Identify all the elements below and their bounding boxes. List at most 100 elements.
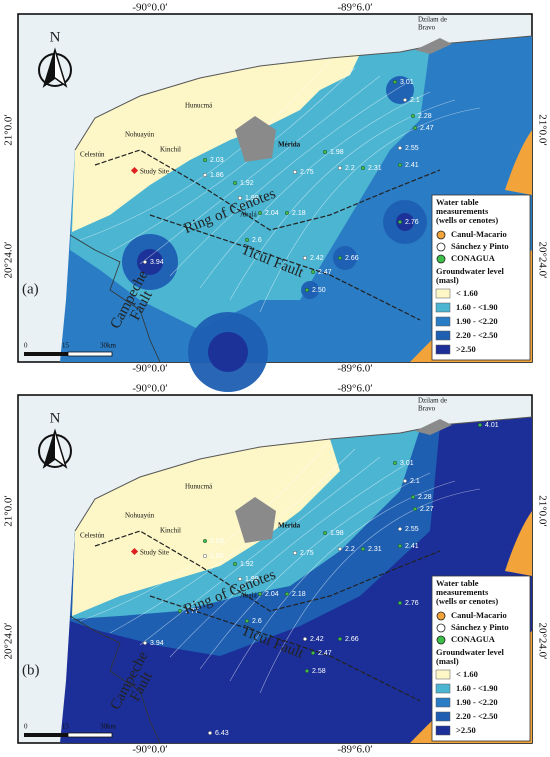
legend-entry: 1.60 - <1.90 (456, 683, 498, 693)
latitude-label: 21°0.0′ (3, 114, 15, 146)
place-label: Mérida (278, 141, 301, 149)
legend-swatch (435, 697, 451, 708)
well-value: 1.77 (185, 608, 199, 615)
place-label: Nohuayún (125, 131, 155, 139)
legend-title: measurements (436, 206, 489, 216)
scale-label: 15 (62, 723, 70, 731)
latitude-label: 21°0.0′ (536, 114, 548, 146)
legend-symbol (436, 242, 446, 252)
state-border (69, 615, 161, 744)
longitude-label: -90°0.0′ (132, 383, 167, 395)
well-value: 2.75 (300, 550, 314, 557)
scale-bar (24, 352, 68, 356)
level-ring (208, 332, 248, 372)
legend-title: (wells or cenotes) (436, 596, 498, 606)
contour-line (199, 472, 431, 670)
well-value: 2.47 (318, 269, 332, 276)
contour-line (169, 83, 406, 277)
well-point (303, 256, 308, 261)
well-value: 2.55 (405, 145, 419, 152)
contour-line (259, 488, 481, 694)
legend-swatch (435, 683, 451, 694)
study-site-marker (130, 547, 139, 556)
well-point (398, 145, 403, 150)
well-point (311, 651, 316, 656)
well-value: 3.01 (400, 79, 414, 86)
level-ring (137, 249, 163, 275)
well-point (403, 97, 408, 102)
place-label: Celestún (80, 151, 105, 159)
legend-title: (wells or cenotes) (436, 215, 498, 225)
well-point (323, 530, 328, 535)
well-value: 2.03 (210, 157, 224, 164)
ticul-fault (149, 214, 421, 321)
well-value: 2.18 (292, 210, 306, 217)
well-value: 2.66 (345, 255, 359, 262)
well-point (361, 546, 366, 551)
legend-symbol (436, 635, 446, 645)
place-label: Dzilam de (418, 16, 447, 24)
well-point (323, 149, 328, 154)
contour-line (169, 464, 406, 658)
well-point (202, 157, 207, 162)
well-point (232, 180, 237, 185)
well-point (478, 423, 483, 428)
map-panel: 3.94 2.76 2.66 2.42 2.47 2.50 2.2 2.31 2.41 2.55 2… (3, 2, 548, 392)
legend-entry: Canul-Macario (451, 610, 507, 620)
well-value: 1.99 (245, 576, 259, 583)
scale-label: 0 (24, 723, 28, 731)
well-value: 1.98 (330, 530, 344, 537)
state-area (505, 511, 532, 576)
legend-entry: Sánchez y Pinto (451, 622, 509, 632)
longitude-label: -89°6.0′ (337, 2, 372, 14)
well-value: 2.2 (345, 165, 355, 172)
place-label: Abalá (240, 592, 258, 600)
longitude-label: -90°0.0′ (132, 2, 167, 14)
ring-of-cenotes (94, 149, 441, 231)
well-point (244, 618, 249, 623)
well-point (177, 608, 182, 613)
level-ring (301, 281, 319, 299)
contour-line (259, 107, 481, 313)
contour-line (109, 448, 356, 634)
well-point (207, 731, 212, 736)
well-value: 2.31 (368, 546, 382, 553)
longitude-label: -89°6.0′ (337, 383, 372, 395)
longitude-label: -89°6.0′ (337, 744, 372, 756)
legend-entry: >2.50 (456, 725, 476, 735)
legend-entry: < 1.60 (456, 288, 478, 298)
study-site-marker (130, 166, 139, 175)
well-point (403, 478, 408, 483)
merida-urban (235, 497, 276, 543)
place-label: Kinchil (160, 527, 181, 535)
well-value: 2.58 (312, 668, 326, 675)
well-value: 1.86 (210, 553, 224, 560)
well-point (258, 210, 263, 215)
ring-of-cenotes (94, 530, 441, 612)
scale-bar (67, 732, 113, 738)
well-value: 2.1 (410, 97, 420, 104)
place-label: Bravo (418, 24, 436, 32)
well-value: 2.31 (368, 165, 382, 172)
well-point (398, 600, 403, 605)
well-point (142, 641, 147, 646)
well-value: 2.76 (405, 219, 419, 226)
well-point (258, 591, 263, 596)
latitude-label: 21°0.0′ (536, 495, 548, 527)
level-zone (72, 439, 340, 616)
legend-title: Groundwater level (436, 266, 505, 276)
legend-symbol (436, 230, 446, 240)
latitude-label: 20°24.0′ (3, 622, 15, 659)
latitude-label: 20°24.0′ (3, 241, 15, 278)
legend-entry: 1.90 - <2.20 (456, 316, 498, 326)
well-value: 2.28 (418, 113, 432, 120)
scale-label: 0 (24, 342, 28, 350)
legend-entry: 2.20 - <2.50 (456, 711, 498, 721)
well-value: 1.98 (330, 149, 344, 156)
place-label: Study Site (140, 549, 169, 557)
well-point (305, 288, 310, 293)
north-arrow (44, 50, 55, 86)
well-point (202, 553, 207, 558)
legend-entry: >2.50 (456, 344, 476, 354)
